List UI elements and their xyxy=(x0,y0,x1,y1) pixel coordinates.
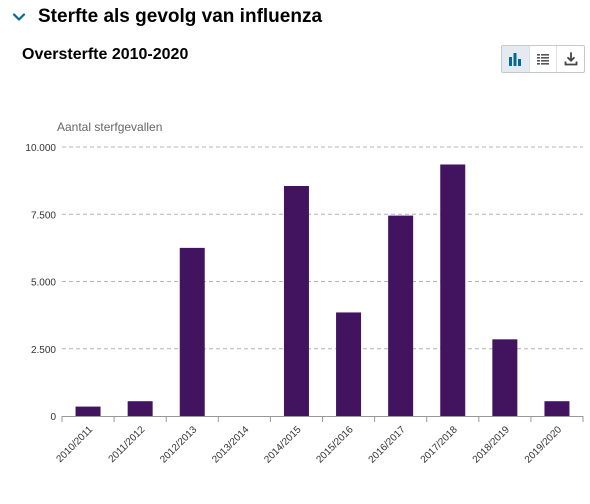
y-axis-label: Aantal sterfgevallen xyxy=(57,120,162,134)
bar-2017-2018 xyxy=(440,164,466,416)
bar-2014-2015 xyxy=(283,186,309,416)
chart-title: Oversterfte 2010-2020 xyxy=(22,46,189,63)
x-tick-label: 2018/2019 xyxy=(471,424,513,466)
y-tick-label: 5.000 xyxy=(31,278,56,289)
chevron-down-icon xyxy=(12,13,26,21)
download-button[interactable] xyxy=(557,46,584,72)
bar-2010-2011 xyxy=(75,406,101,416)
x-tick-label: 2013/2014 xyxy=(210,424,252,466)
x-tick-label: 2011/2012 xyxy=(107,424,148,465)
section-title: Sterfte als gevolg van influenza xyxy=(38,6,323,27)
x-tick-label: 2019/2020 xyxy=(523,424,565,466)
x-tick-label: 2017/2018 xyxy=(419,424,461,466)
y-tick-label: 10.000 xyxy=(25,143,56,154)
bar-2019-2020 xyxy=(544,401,570,416)
x-tick-label: 2012/2013 xyxy=(158,424,200,466)
bar-chart-icon xyxy=(509,53,522,66)
table-view-button[interactable] xyxy=(530,46,558,72)
bar-2016-2017 xyxy=(388,215,414,416)
section-toggle[interactable]: Sterfte als gevolg van influenza xyxy=(12,6,322,28)
table-icon xyxy=(537,54,549,65)
download-icon xyxy=(564,52,578,66)
x-tick-label: 2014/2015 xyxy=(262,424,304,466)
y-tick-label: 2.500 xyxy=(31,345,56,356)
bar-2012-2013 xyxy=(179,247,205,416)
y-tick-label: 0 xyxy=(50,412,56,423)
chart-toolbar xyxy=(501,45,585,73)
y-tick-label: 7.500 xyxy=(31,210,56,221)
x-tick-label: 2015/2016 xyxy=(314,424,356,466)
bar-2018-2019 xyxy=(492,339,518,416)
x-tick-label: 2010/2011 xyxy=(54,424,95,465)
x-tick-label: 2016/2017 xyxy=(367,424,409,466)
bar-2015-2016 xyxy=(336,312,362,416)
chart-view-button[interactable] xyxy=(502,46,530,72)
bar-2011-2012 xyxy=(127,401,153,416)
